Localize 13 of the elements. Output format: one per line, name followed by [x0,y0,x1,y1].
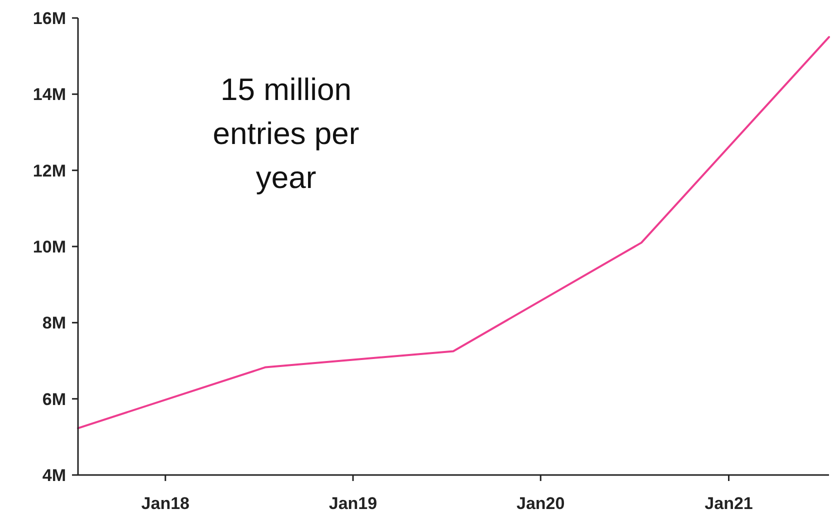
y-tick-label: 14M [32,85,66,104]
y-tick-label: 16M [32,8,66,28]
y-tick-label: 4M [42,466,66,485]
x-tick-label: Jan21 [704,494,753,513]
x-tick-label: Jan19 [328,494,378,513]
x-tick-label: Jan20 [516,494,565,513]
y-tick-label: 6M [42,390,66,409]
y-tick-label: 8M [42,314,66,333]
x-tick-label: Jan18 [141,494,190,513]
line-series [77,36,830,430]
y-tick-label: 12M [32,161,66,180]
y-tick-label: 10M [32,237,66,256]
annotation: 15 million entries per year [212,72,360,195]
